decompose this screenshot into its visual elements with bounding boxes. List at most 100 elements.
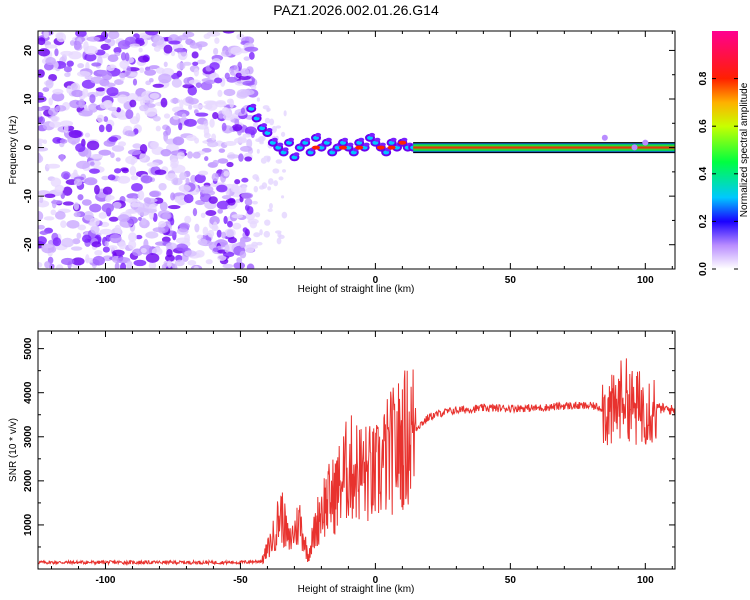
spectrogram-noise-cell [198,43,203,51]
spectrogram-transition-cell [347,142,354,147]
spectrogram-noise-cell [98,149,112,156]
spectrogram-noise-cell [45,57,56,66]
spectrogram-transition-core [302,140,309,145]
spectrogram-noise-cell [117,39,131,50]
spectrogram-noise-cell [38,224,45,230]
spectrogram-noise-cell [152,83,165,88]
spectrogram-noise-cell [107,245,118,250]
spectrogram-noise-cell [145,231,159,239]
spectrogram-noise-cell [38,69,45,78]
spectrogram-noise-cell [48,97,53,106]
spectrogram-noise-cell [188,104,193,110]
spectrogram-noise-cell [217,89,223,98]
spectrogram-noise-cell [149,92,160,100]
spectrogram-transition-core [350,150,357,155]
spectrogram-noise-cell [238,153,244,162]
spectrogram-noise-cell [137,55,150,63]
spectrogram-noise-cell [70,83,78,91]
x-tick-label: -100 [95,575,115,586]
spectrogram-noise-cell [171,177,183,186]
spectrogram-noise-cell [227,98,234,104]
spectrogram-noise-cell [82,87,89,98]
spectrogram-transition-cell [363,142,370,147]
snr-y-label: SNR (10 * v/v) [8,418,19,482]
spectrogram-noise-cell [45,79,54,89]
spectrogram-noise-cell [38,111,42,118]
spectrogram-noise-cell [183,193,194,204]
spectrogram-noise-cell [160,97,168,108]
spectrogram-noise-cell [199,185,214,194]
spectrogram-noise-cell [38,48,51,57]
spectrogram-noise-cell [271,125,277,133]
spectrogram-noise-cell [267,186,272,191]
spectrogram-noise-cell [84,177,98,186]
spectrogram-noise-cell [78,98,85,109]
spectrogram-noise-cell [70,246,83,251]
spectrogram-noise-cell [115,157,121,162]
spectrogram-noise-cell [244,156,253,162]
spectrogram-peak [312,145,321,150]
spectrogram-noise-cell [116,107,121,113]
spectrogram-noise-cell [135,112,141,123]
spectrogram-y-ticks: -20 -10 0 10 20 [23,44,675,270]
spectrogram-noise-cell [179,222,190,230]
spectrogram-noise-cell [217,158,229,164]
spectrogram-noise-cell [91,241,102,248]
spectrogram-peak [398,140,407,145]
spectrogram-noise-cell [139,152,147,162]
spectrogram-transition-core [393,145,400,150]
spectrogram-noise-cell [200,212,206,219]
spectrogram-noise-cell [163,44,173,54]
spectrogram-noise-cell [269,118,275,126]
spectrogram-noise-cell [192,208,198,217]
spectrogram-transition-cell [250,103,257,108]
spectrogram-noise-cell [278,234,285,240]
spectrogram-noise-cell [178,200,185,206]
spectrogram-noise-cell [60,220,67,228]
spectrogram-noise-cell [283,110,287,117]
spectrogram-noise-cell [72,238,81,245]
spectrogram-noise-cell [103,116,109,122]
spectrogram-noise-cell [124,52,130,62]
spectrogram-noise-cell [239,239,246,249]
spectrogram-noise-cell [227,237,237,244]
spectrogram-noise-cell [259,136,266,142]
spectrogram-noise-cell [195,112,209,117]
spectrogram-noise-cell [239,250,247,259]
spectrogram-transition-core [291,155,298,160]
spectrogram-noise-cell [251,241,259,247]
spectrogram-frame [37,30,676,270]
spectrogram-noise-cell [246,138,253,149]
spectrogram-noise-cell [272,168,280,174]
spectrogram-peak [339,145,348,150]
colorbar-tick-label: 0.0 [698,262,709,276]
spectrogram-noise-cell [171,72,180,80]
spectrogram-noise-cell [48,107,59,117]
spectrogram-noise-cell [214,77,223,84]
spectrogram-noise-cell [165,125,172,136]
spectrogram-noise-cell [38,236,47,245]
spectrogram-noise-cell [128,72,138,77]
spectrogram-noise-cell [165,242,178,250]
x-tick-label: 100 [637,575,654,586]
spectrogram-noise-cell [207,229,215,238]
spectrogram-noise-cell [84,148,92,159]
spectrogram-transition-core [307,150,314,155]
spectrogram-noise-cell [78,110,93,117]
spectrogram-noise-cell [226,161,234,168]
spectrogram-transition-core [253,116,260,121]
spectrogram-noise-cell [105,196,112,203]
snr-panel: -100 -50 0 50 100 1000 2000 3000 4000 5000 Heigh… [8,330,676,595]
spectrogram-noise-cell [120,51,127,61]
spectrogram-noise-cell [71,89,84,98]
spectrogram-noise-cell [117,175,131,184]
spectrogram-noise-cell [98,212,108,219]
spectrogram-noise-cell [113,47,122,54]
spectrogram-noise-cell [238,75,251,80]
spectrogram-noise-cell [102,255,113,262]
spectrogram-noise-cell [149,191,160,198]
spectrogram-noise-cell [204,156,209,162]
spectrogram-noise-cell [111,145,125,152]
spectrogram-noise-cell [127,208,135,214]
spectrogram-noise-cell [259,185,265,190]
